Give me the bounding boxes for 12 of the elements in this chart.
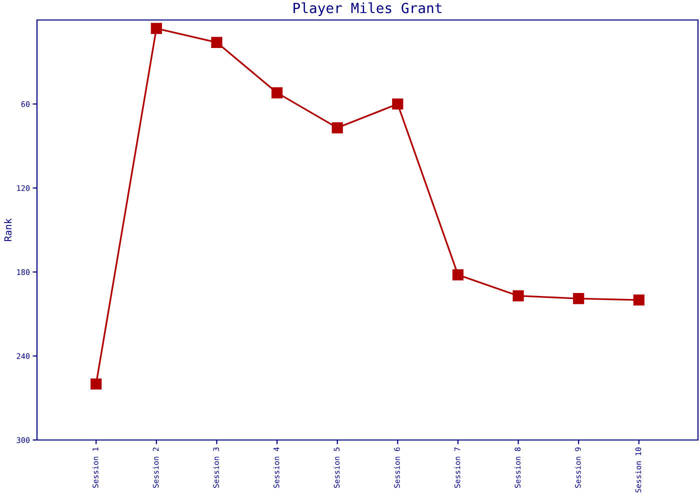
point	[392, 98, 404, 110]
chart-title: Player Miles Grant	[294, 2, 442, 16]
point	[150, 22, 162, 34]
point	[271, 87, 283, 98]
point	[211, 36, 222, 48]
point	[633, 294, 644, 306]
point	[452, 269, 464, 280]
point	[90, 378, 102, 390]
y-axis-title: Rank	[4, 218, 12, 242]
point	[512, 290, 524, 302]
point	[332, 122, 343, 134]
point	[573, 293, 584, 304]
